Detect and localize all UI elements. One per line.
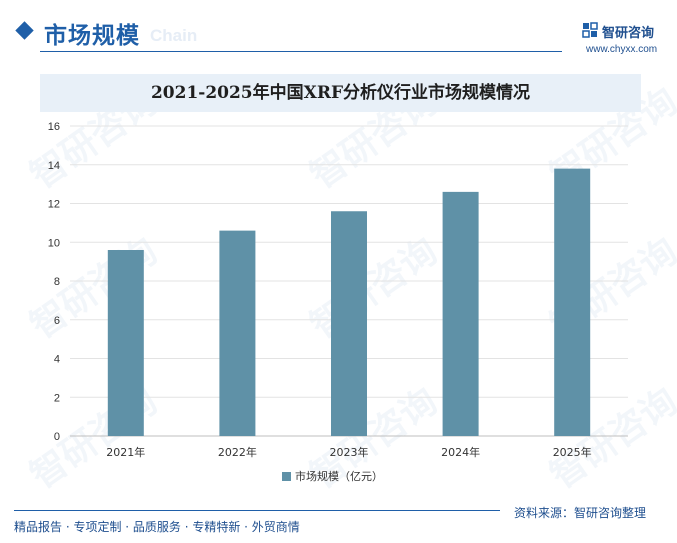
y-tick-label: 10 — [48, 237, 60, 249]
footer-services: 精品报告 · 专项定制 · 品质服务 · 专精特新 · 外贸商情 — [14, 520, 300, 534]
header-watermark-text: Chain — [150, 26, 198, 45]
y-tick-label: 16 — [48, 121, 60, 133]
y-tick-label: 2 — [54, 392, 60, 404]
chart-title: 2021-2025年中国XRF分析仪行业市场规模情况 — [150, 83, 531, 103]
y-tick-label: 8 — [54, 276, 60, 288]
chart-title-band: 2021-2025年中国XRF分析仪行业市场规模情况 — [40, 74, 641, 112]
y-tick-label: 4 — [54, 354, 60, 366]
bar — [107, 250, 144, 436]
bar — [331, 211, 367, 436]
logo-url: www.chyxx.com — [586, 44, 658, 55]
y-tick-label: 0 — [54, 431, 60, 443]
data-source: 资料来源：智研咨询整理 — [514, 506, 647, 520]
y-tick-label: 6 — [54, 315, 60, 327]
logo-icon — [582, 22, 598, 38]
legend-swatch — [282, 472, 291, 481]
x-tick-label: 2021年 — [106, 445, 145, 459]
legend-label: 市场规模（亿元） — [295, 469, 383, 483]
x-tick-label: 2023年 — [330, 445, 369, 459]
x-tick-label: 2025年 — [553, 445, 592, 459]
logo-name: 智研咨询 — [602, 26, 655, 41]
x-tick-label: 2022年 — [218, 445, 257, 459]
x-tick-label: 2024年 — [441, 445, 480, 459]
header: 市场规模 Chain 智研咨询 www.chyxx.com — [0, 0, 677, 60]
brand-logo: 智研咨询 www.chyxx.com — [578, 20, 673, 60]
bar — [554, 168, 591, 436]
footer-divider — [14, 510, 500, 511]
bar — [219, 230, 256, 436]
y-tick-label: 12 — [48, 199, 60, 211]
section-title: 市场规模 — [44, 23, 140, 49]
y-tick-label: 14 — [48, 160, 60, 172]
bar — [442, 191, 479, 436]
header-divider — [40, 51, 562, 52]
